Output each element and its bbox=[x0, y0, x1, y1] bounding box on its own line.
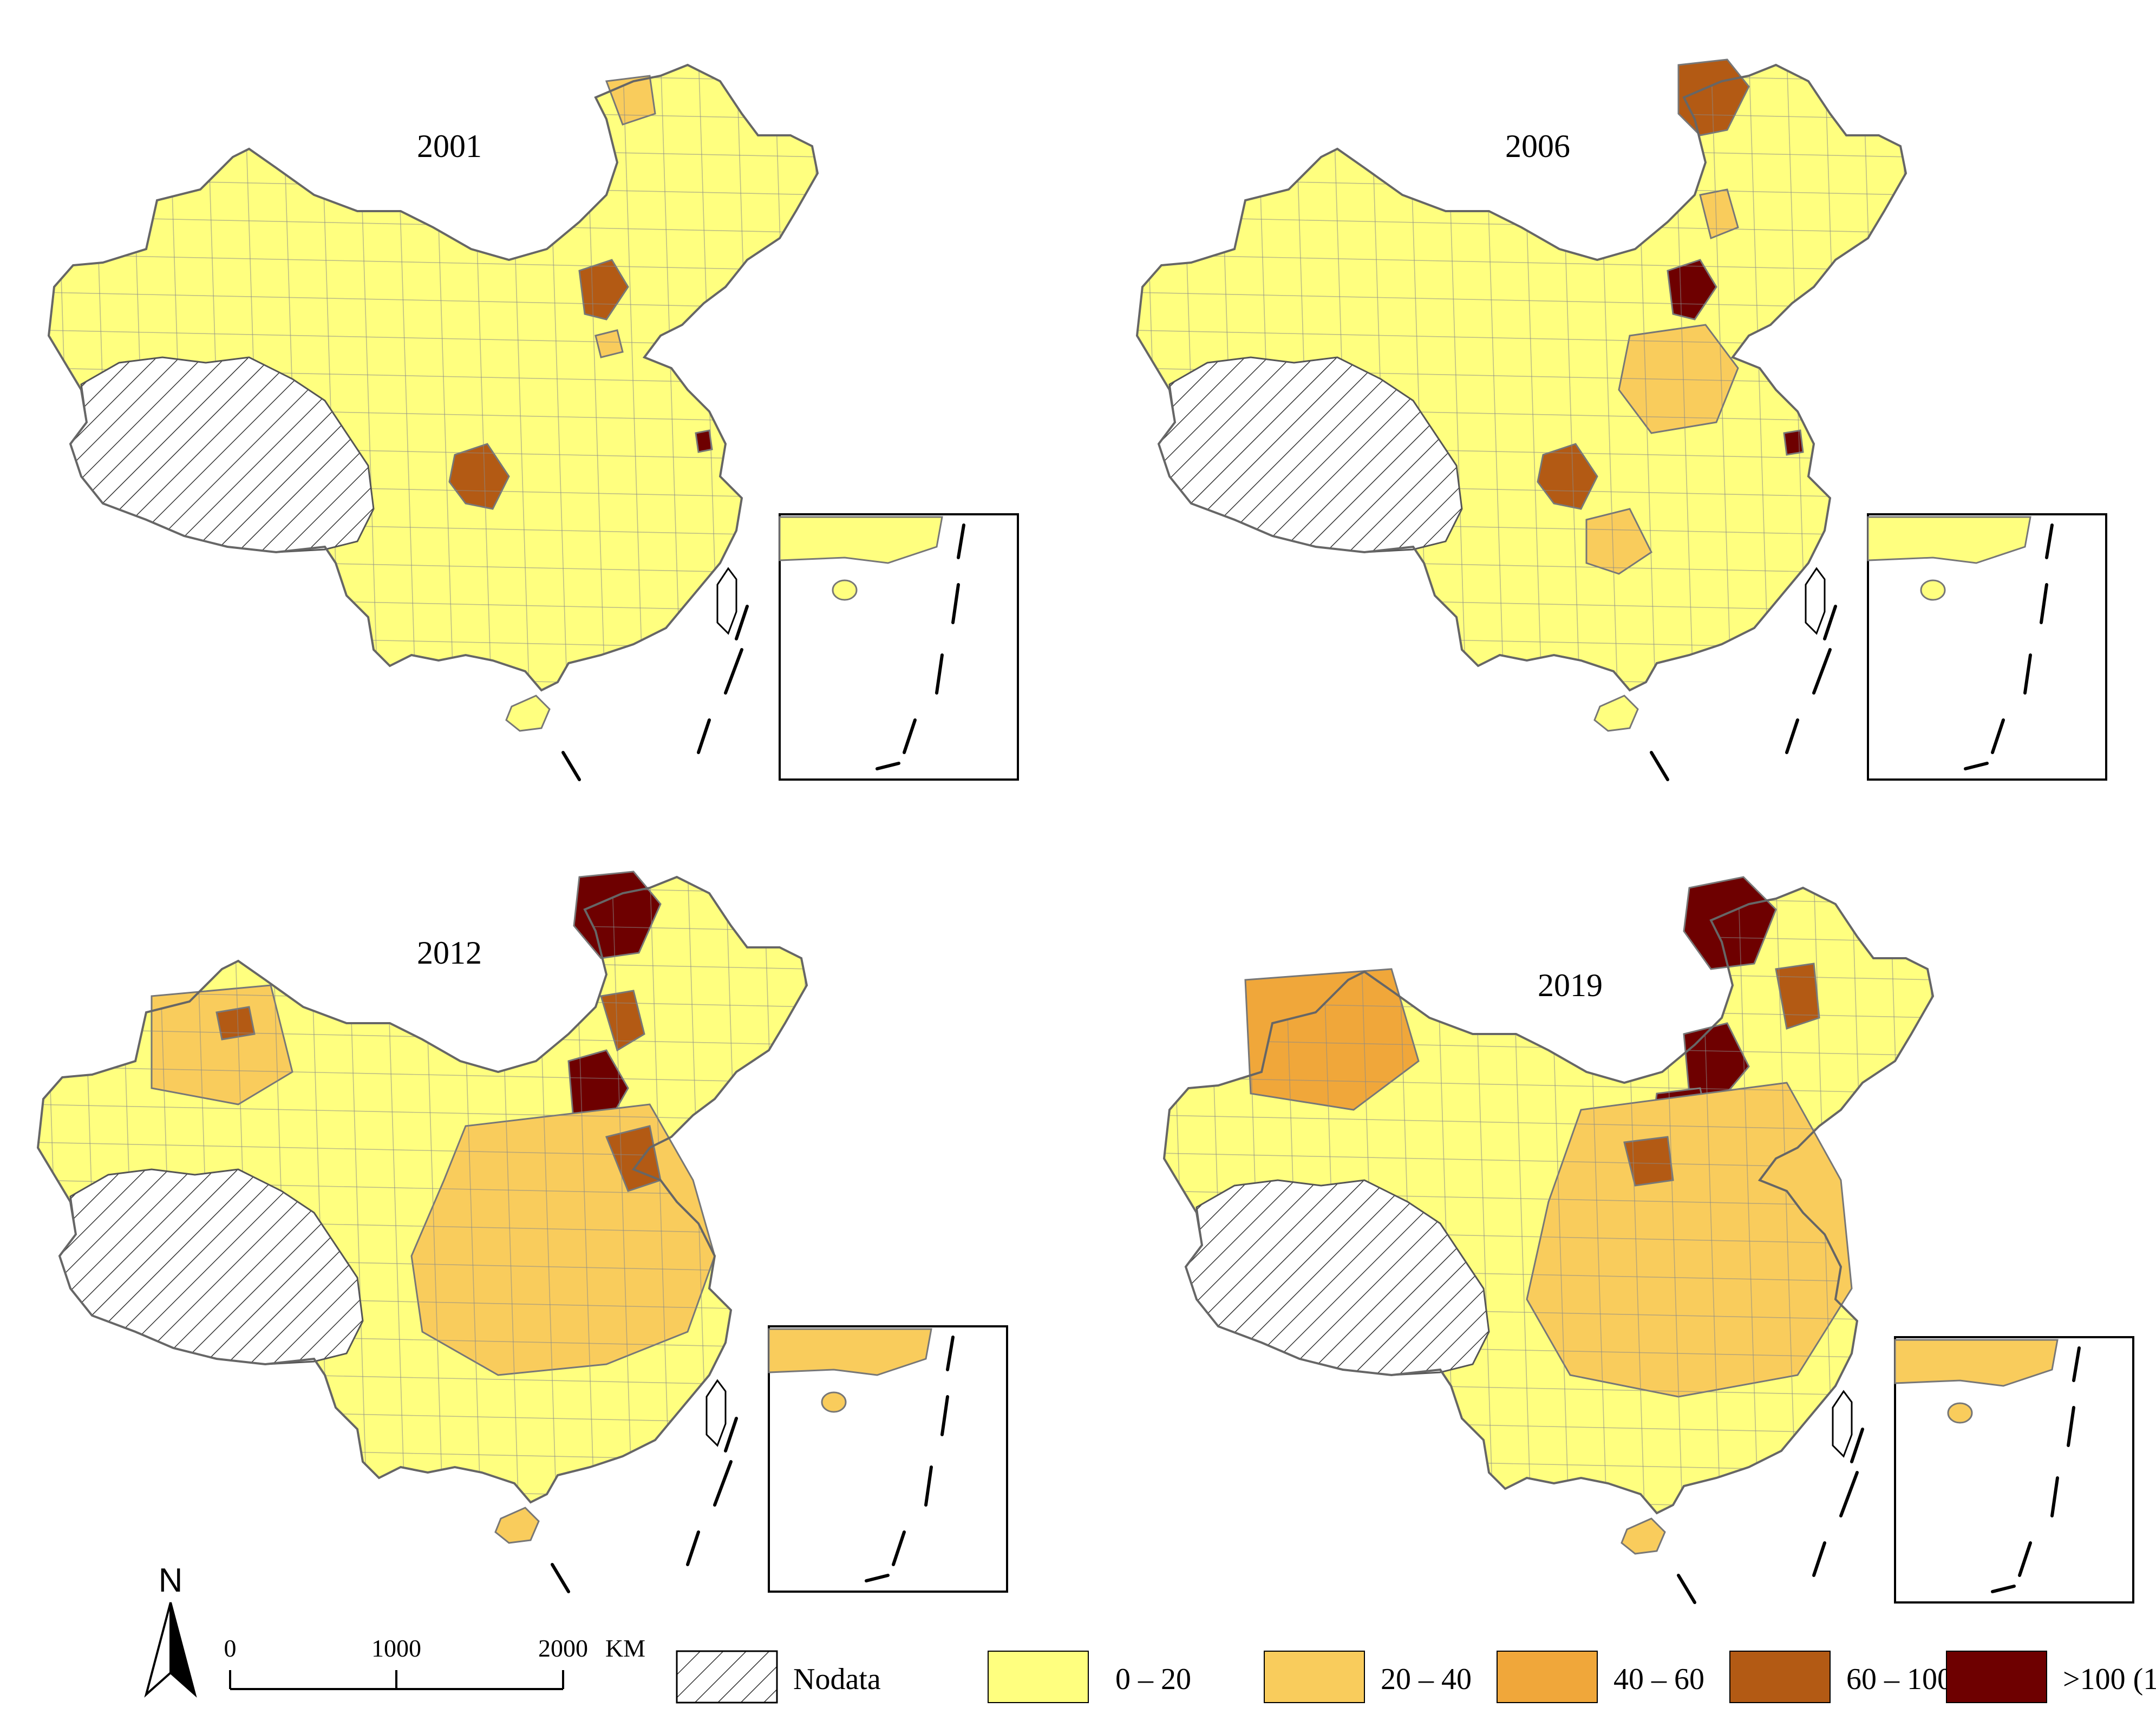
panel-year-label: 2019 bbox=[1538, 967, 1603, 1003]
legend-swatch bbox=[988, 1651, 1089, 1703]
emission-region bbox=[1618, 324, 1739, 434]
north-arrow: N bbox=[144, 1562, 197, 1698]
hainan-island bbox=[505, 695, 551, 732]
north-label: N bbox=[159, 1562, 183, 1599]
emission-region bbox=[1783, 429, 1804, 456]
svg-text:60 – 100: 60 – 100 bbox=[1846, 1663, 1952, 1696]
svg-text:40 – 60: 40 – 60 bbox=[1613, 1663, 1704, 1696]
legend-item-over-100: >100 (106 t) bbox=[1946, 1651, 2156, 1703]
legend-item-0-20: 0 – 20 bbox=[988, 1651, 1191, 1703]
panel-year-label: 2006 bbox=[1505, 128, 1570, 164]
scale-tick-1000: 1000 bbox=[371, 1634, 421, 1662]
hainan-island bbox=[494, 1507, 540, 1544]
svg-text:20 – 40: 20 – 40 bbox=[1381, 1663, 1472, 1696]
emission-region bbox=[1775, 963, 1820, 1030]
map-panel-2006: 2006 bbox=[1136, 58, 2107, 781]
legend-item-60-100: 60 – 100 bbox=[1729, 1651, 1952, 1703]
emission-region bbox=[151, 984, 293, 1105]
hainan-island bbox=[1621, 1517, 1666, 1555]
taiwan-island bbox=[1832, 1390, 1853, 1457]
map-panel-2001: 2001 bbox=[48, 64, 1019, 781]
emission-region bbox=[1683, 876, 1777, 970]
taiwan-island bbox=[1805, 567, 1826, 634]
map-panel-2019: 2019 bbox=[1163, 876, 2134, 1604]
emission-region bbox=[448, 443, 510, 510]
scale-tick-0: 0 bbox=[224, 1634, 237, 1662]
legend-item-nodata: Nodata bbox=[676, 1650, 881, 1704]
svg-text:>100 (106 t): >100 (106 t) bbox=[2063, 1661, 2156, 1696]
emission-region bbox=[600, 990, 645, 1052]
taiwan-island bbox=[716, 567, 737, 634]
emission-region bbox=[215, 1006, 256, 1041]
emission-region bbox=[594, 329, 624, 358]
legend-label-over-100: >100 (10 bbox=[2063, 1663, 2156, 1696]
svg-text:Nodata: Nodata bbox=[793, 1663, 881, 1696]
scale-bar: 0 1000 2000 KM bbox=[224, 1634, 645, 1690]
scale-tick-2000: 2000 bbox=[538, 1634, 588, 1662]
taiwan-island bbox=[705, 1379, 727, 1447]
map-panels: 2001 2006 2012 2019 bbox=[37, 58, 2134, 1604]
svg-text:0 – 20: 0 – 20 bbox=[1115, 1663, 1191, 1696]
legend: Nodata 0 – 20 20 – 40 40 – 60 60 – 100 >… bbox=[676, 1650, 2156, 1704]
emission-region bbox=[1683, 1022, 1750, 1100]
emission-region bbox=[573, 871, 662, 959]
legend-item-40-60: 40 – 60 bbox=[1497, 1651, 1704, 1703]
emission-region bbox=[1585, 508, 1652, 575]
scale-unit: KM bbox=[605, 1634, 645, 1662]
emission-region bbox=[1623, 1136, 1674, 1187]
panel-year-label: 2001 bbox=[417, 128, 482, 164]
emission-region bbox=[1537, 443, 1598, 510]
hainan-island bbox=[1593, 695, 1639, 732]
emission-region bbox=[695, 429, 713, 453]
legend-item-20-40: 20 – 40 bbox=[1264, 1651, 1472, 1703]
panel-year-label: 2012 bbox=[417, 935, 482, 971]
map-panel-2012: 2012 bbox=[37, 871, 1008, 1593]
